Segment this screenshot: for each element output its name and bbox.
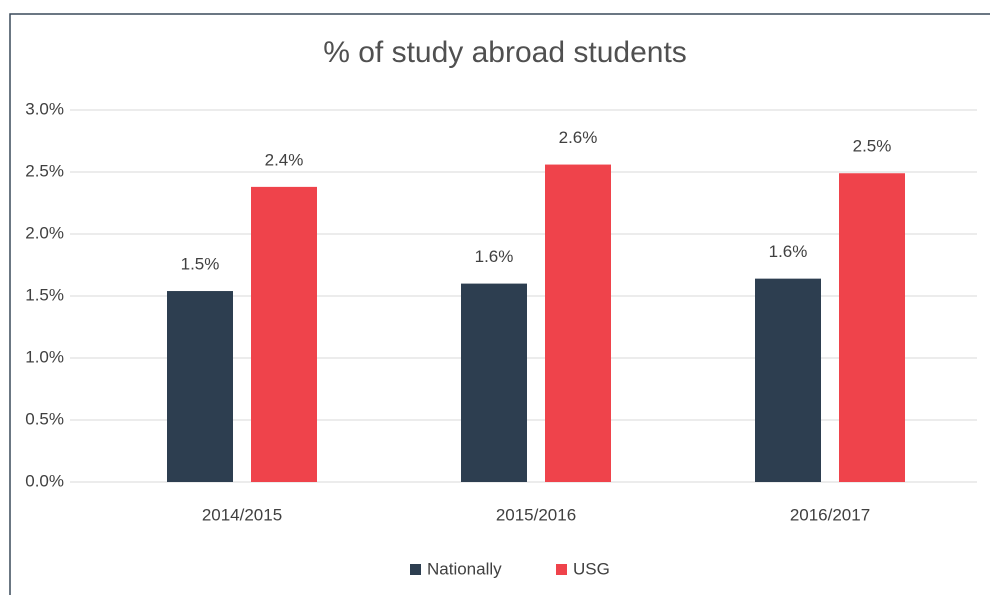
y-tick-label: 0.5% bbox=[25, 409, 64, 428]
bar bbox=[167, 291, 233, 482]
data-label: 1.6% bbox=[475, 247, 514, 266]
y-tick-label: 1.5% bbox=[25, 285, 64, 304]
data-label: 1.6% bbox=[769, 242, 808, 261]
data-label: 2.4% bbox=[265, 150, 304, 169]
legend-swatch bbox=[556, 564, 567, 575]
legend-swatch bbox=[410, 564, 421, 575]
bar bbox=[839, 173, 905, 483]
x-tick-label: 2016/2017 bbox=[790, 505, 870, 524]
y-tick-label: 3.0% bbox=[25, 99, 64, 118]
y-tick-label: 2.0% bbox=[25, 223, 64, 242]
data-label: 2.6% bbox=[559, 128, 598, 147]
y-tick-label: 1.0% bbox=[25, 347, 64, 366]
bar bbox=[251, 186, 317, 482]
bar bbox=[461, 283, 527, 482]
y-tick-label: 0.0% bbox=[25, 471, 64, 490]
x-tick-label: 2014/2015 bbox=[202, 505, 282, 524]
legend-label: USG bbox=[573, 559, 610, 578]
y-tick-label: 2.5% bbox=[25, 161, 64, 180]
legend-label: Nationally bbox=[427, 559, 502, 578]
bar bbox=[545, 164, 611, 482]
x-tick-label: 2015/2016 bbox=[496, 505, 576, 524]
data-label: 1.5% bbox=[181, 255, 220, 274]
bar bbox=[755, 278, 821, 482]
chart-title: % of study abroad students bbox=[323, 36, 687, 69]
data-label: 2.5% bbox=[853, 137, 892, 156]
